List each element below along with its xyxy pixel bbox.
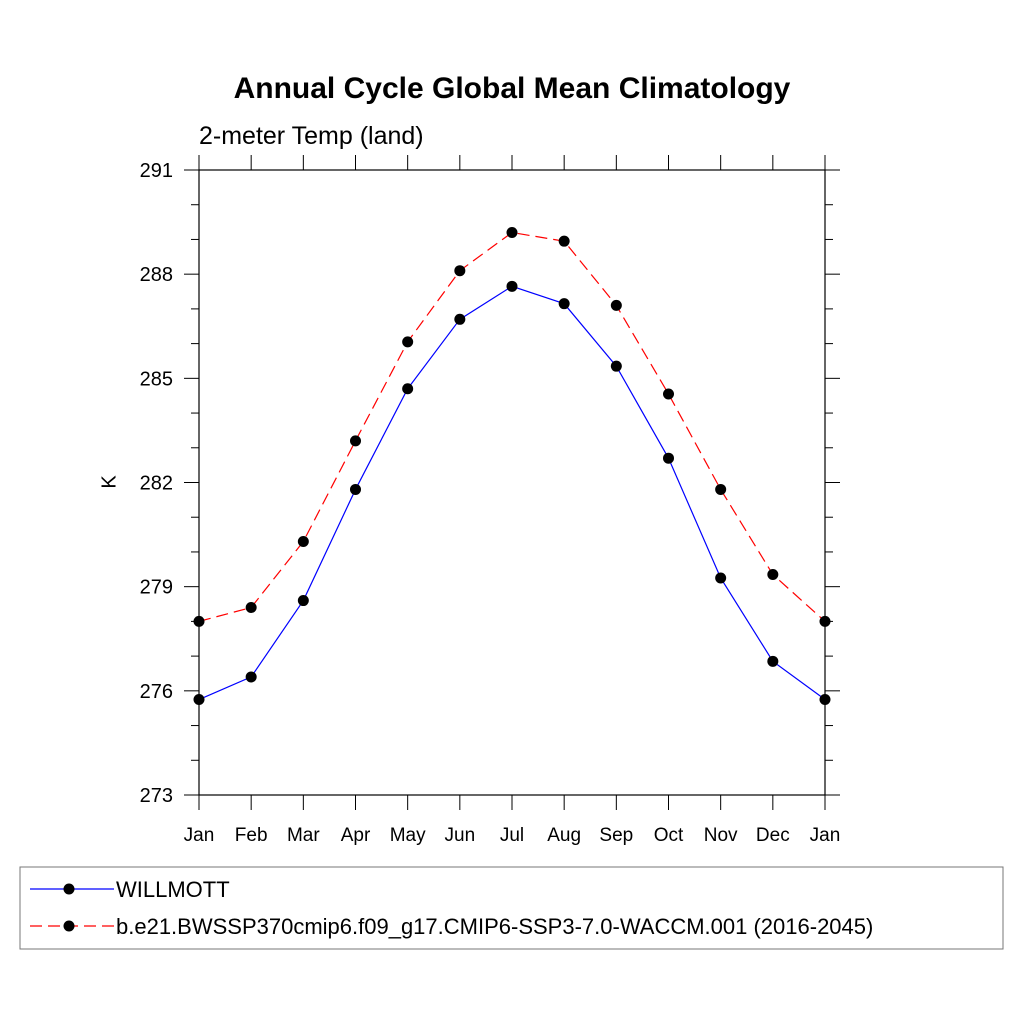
- data-point: [715, 572, 727, 584]
- data-point: [454, 313, 466, 325]
- x-tick-label: Sep: [599, 825, 633, 846]
- axis-ticks: [184, 155, 840, 810]
- x-tick-label: Dec: [756, 825, 790, 846]
- data-point: [767, 569, 779, 581]
- series-2: [193, 227, 831, 627]
- data-point: [245, 602, 257, 613]
- y-tick-label: 282: [140, 473, 173, 495]
- data-point: [610, 299, 622, 311]
- y-axis-label: K: [98, 475, 120, 489]
- legend-box: [19, 866, 1004, 950]
- legend-entry-2: b.e21.BWSSP370cmip6.f09_g17.CMIP6-SSP3-7…: [30, 914, 873, 939]
- x-tick-label: Aug: [547, 825, 581, 846]
- data-point: [350, 435, 361, 447]
- y-tick-label: 285: [140, 368, 173, 390]
- x-tick-label: Jun: [445, 825, 476, 846]
- data-point: [245, 671, 257, 683]
- x-tick-label: Jan: [810, 825, 841, 846]
- data-point: [767, 655, 779, 667]
- data-point: [819, 615, 831, 627]
- x-tick-label: Apr: [341, 825, 371, 846]
- data-point: [402, 383, 414, 395]
- data-point: [297, 595, 309, 607]
- y-tick-labels: 273 276 279 282 285 288 291: [140, 160, 173, 807]
- data-point: [663, 452, 674, 464]
- x-tick-label: Nov: [704, 825, 738, 846]
- legend-entry-1: WILLMOTT: [30, 877, 230, 902]
- data-point: [506, 280, 518, 292]
- data-point: [715, 483, 727, 495]
- legend-marker: [63, 920, 75, 932]
- data-point: [506, 227, 518, 238]
- chart-title: Annual Cycle Global Mean Climatology: [234, 72, 791, 105]
- legend: WILLMOTT b.e21.BWSSP370cmip6.f09_g17.CMIP…: [19, 866, 1004, 950]
- y-tick-label: 291: [140, 160, 173, 182]
- data-point: [193, 694, 205, 706]
- y-tick-label: 279: [140, 577, 173, 599]
- legend-label: b.e21.BWSSP370cmip6.f09_g17.CMIP6-SSP3-7…: [116, 914, 873, 939]
- data-point: [454, 265, 466, 277]
- legend-marker: [63, 883, 75, 895]
- data-point: [610, 360, 622, 372]
- x-tick-label: Mar: [287, 825, 320, 846]
- x-tick-label: Oct: [654, 825, 684, 846]
- legend-label: WILLMOTT: [116, 877, 230, 902]
- y-tick-label: 276: [140, 681, 173, 703]
- data-point: [297, 536, 309, 548]
- series-layer: [193, 227, 831, 706]
- data-point: [558, 298, 570, 310]
- plot-frame: [198, 169, 826, 796]
- series-line: [198, 285, 826, 701]
- x-tick-label: Jul: [500, 825, 524, 846]
- x-tick-labels: Jan Feb Mar Apr May Jun Jul Aug Sep Oct Nov Dec Jan: [184, 825, 841, 846]
- x-tick-label: May: [390, 825, 426, 846]
- y-tick-label: 288: [140, 264, 173, 286]
- x-tick-label: Jan: [184, 825, 215, 846]
- data-point: [350, 483, 361, 495]
- x-tick-label: Feb: [235, 825, 268, 846]
- series-1: [193, 280, 831, 706]
- data-point: [402, 336, 414, 348]
- data-point: [558, 235, 570, 247]
- chart-subtitle: 2-meter Temp (land): [199, 122, 424, 150]
- data-point: [819, 694, 831, 706]
- data-point: [663, 388, 674, 400]
- y-tick-label: 273: [140, 785, 173, 807]
- data-point: [193, 615, 205, 627]
